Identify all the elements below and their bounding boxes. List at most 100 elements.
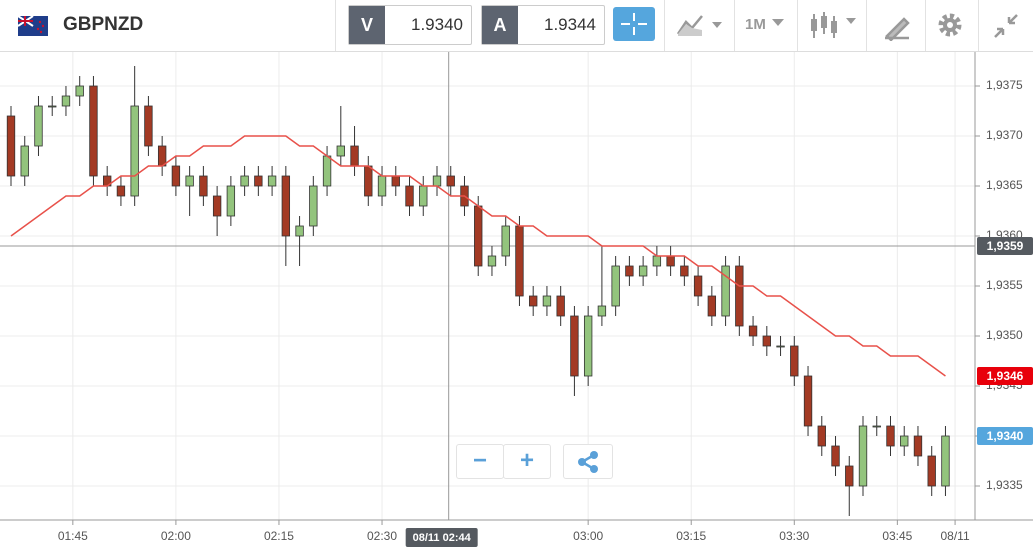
candle-body [281,175,291,237]
candle-body [529,295,538,307]
candle-body [790,345,799,377]
candle-body [267,175,277,187]
candle-body [89,85,98,177]
bid-box[interactable]: V 1.9340 [348,5,472,45]
chart-style-button[interactable] [674,10,730,40]
candle-body [474,205,483,267]
candle-body [693,275,703,297]
x-tick-label: 02:30 [367,529,397,543]
candle-body [48,105,57,108]
share-button[interactable] [563,444,613,479]
candle-body [817,425,826,447]
candle-body [762,335,771,347]
candle-body [75,85,84,97]
settings-button[interactable] [935,10,965,40]
symbol: GBPNZD [63,14,144,35]
bid-price: 1.9340 [411,15,463,34]
x-tick-label: 08/11 [941,529,970,543]
flag-icon [18,16,48,36]
candle-body [144,105,153,147]
crosshair-time-box [405,528,478,547]
price-label: 1,9340 [987,429,1024,443]
zoom-out-button[interactable]: − [456,444,504,479]
crosshair-button[interactable] [613,7,655,41]
candle-body [748,325,758,337]
candle-body [350,145,359,167]
y-tick-label: 1,9370 [986,128,1023,142]
candle-body [845,465,854,487]
candle-body [254,175,263,187]
candle-body [872,425,881,428]
moving-average-line [10,135,946,377]
candle-body [941,435,950,487]
candle-body [611,265,620,307]
candle-body [185,175,194,187]
candle-body [680,265,689,277]
candle-body [803,375,813,427]
candle-body [735,265,744,327]
candle-body [556,295,565,317]
crosshair-price-label-box [977,237,1033,255]
candle-body [116,185,126,197]
dropdown-arrow [772,19,784,26]
candle-body [913,435,923,457]
separator [797,0,798,51]
x-tick-label: 02:00 [161,529,191,543]
price-label-box [977,367,1033,385]
candle-body [240,175,249,187]
candle-body [212,195,222,217]
candle-body [625,265,634,277]
draw-button[interactable] [882,11,912,41]
candle-body [34,105,43,147]
toolbar: GBPNZD V 1.9340 A 1.9344 1M [0,0,1033,52]
price-label-box [977,427,1033,445]
candle-body [515,225,524,297]
ask-box[interactable]: A 1.9344 [481,5,605,45]
separator [664,0,665,51]
x-tick-label: 03:15 [676,529,706,543]
zoom-in-button[interactable]: + [503,444,551,479]
y-tick-label: 1,9375 [986,78,1023,92]
candle-body [432,175,442,187]
candle-body [20,145,29,177]
ask-price: 1.9344 [544,15,596,34]
separator [925,0,926,51]
y-tick-label: 1,9350 [986,328,1023,342]
candle-body [199,175,208,197]
candle-body [157,145,167,167]
y-tick-label: 1,9355 [986,278,1023,292]
candle-body [419,185,428,207]
crosshair-time-label: 08/11 02:44 [413,532,472,544]
candle-body [336,145,345,157]
candle-body [226,185,236,217]
candle-body [295,225,304,237]
candle-body [570,315,579,377]
candle-style-button[interactable] [808,10,864,40]
candle-body [322,155,332,187]
x-tick-label: 01:45 [58,529,88,543]
separator [734,0,735,51]
candle-body [886,425,895,447]
separator [978,0,979,51]
candle-body [391,175,400,187]
timeframe[interactable]: 1M [745,16,766,33]
candle-body [61,95,71,107]
candle-body [130,105,139,197]
separator [866,0,867,51]
crosshair-price-label: 1,9359 [987,239,1024,253]
candle-body [666,255,675,267]
y-tick-label: 1,9365 [986,178,1023,192]
x-tick-label: 03:45 [882,529,912,543]
candle-body [542,295,552,307]
candle-body [858,425,868,487]
candle-body [927,455,936,487]
candle-body [6,115,16,177]
candle-body [652,255,662,267]
candle-body [776,345,785,348]
bid-label: V [349,6,385,44]
x-tick-label: 03:00 [573,529,603,543]
candle-body [597,305,607,317]
collapse-button[interactable] [991,11,1021,41]
